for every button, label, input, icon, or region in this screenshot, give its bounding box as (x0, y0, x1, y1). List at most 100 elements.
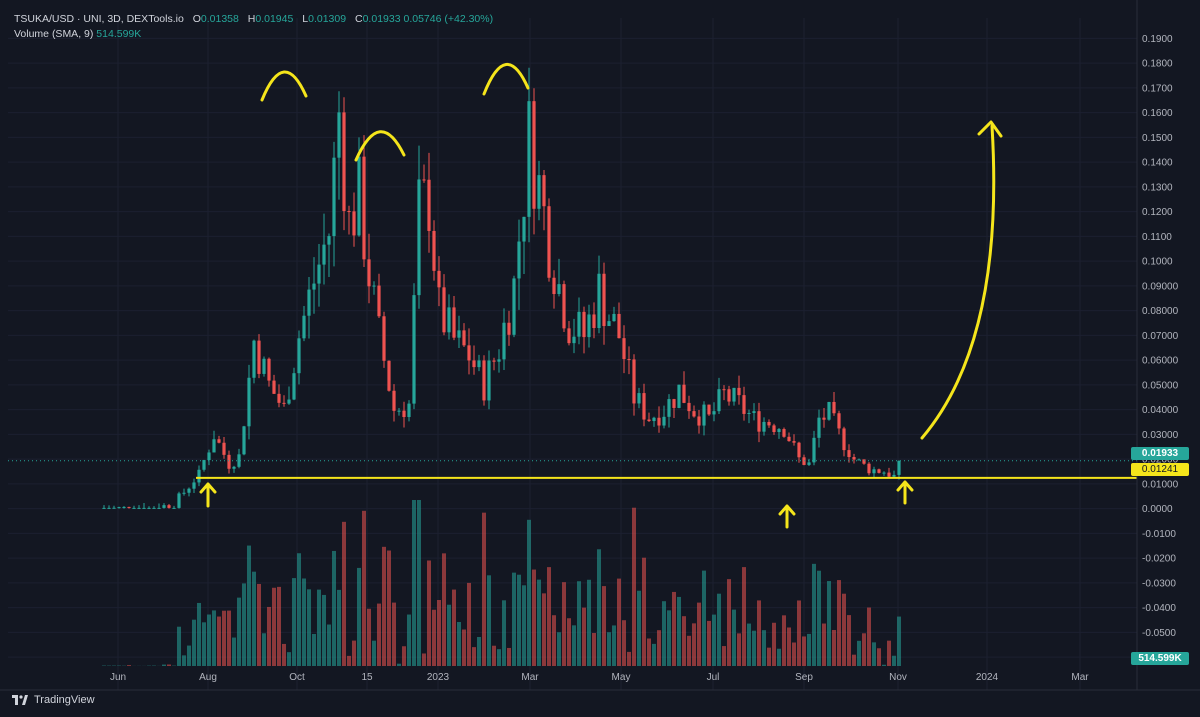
candle-body (732, 387, 736, 402)
candle-body (307, 289, 311, 316)
x-tick-label: 15 (361, 672, 373, 683)
candle-body (492, 360, 496, 362)
candle-body (607, 321, 611, 327)
peak-arc[interactable] (482, 63, 530, 96)
candle-body (267, 358, 271, 381)
candle-body (787, 436, 791, 442)
volume-bar (862, 633, 866, 666)
candle-body (592, 314, 596, 329)
high-value: 0.01945 (255, 13, 294, 25)
volume-bar (742, 567, 746, 666)
volume-bar (727, 579, 731, 666)
volume-bar (652, 643, 656, 666)
candle-body (567, 328, 571, 344)
volume-bar (402, 646, 406, 666)
candle-body (892, 474, 896, 477)
volume-bar (497, 649, 501, 666)
open-label: O (192, 13, 201, 25)
candle-body (167, 505, 171, 508)
price-axis[interactable]: 0.1900 0.1800 0.1700 0.1600 0.1500 0.1400 0.13… (0, 0, 1200, 691)
volume-bar (512, 572, 516, 666)
candle-body (777, 429, 781, 433)
volume-bar (752, 630, 756, 666)
candle-body (577, 311, 581, 337)
candle-body (362, 156, 366, 260)
y-tick-label: 0.05000 (1142, 380, 1179, 391)
volume-bar (657, 630, 661, 666)
volume-bar (872, 642, 876, 666)
candle-body (387, 360, 391, 391)
volume-bar (537, 579, 541, 666)
candle-body (117, 507, 121, 509)
y-tick-label: 0.02000 (1142, 455, 1179, 466)
candle-body (327, 236, 331, 245)
candle-body (722, 389, 726, 391)
volume-bar (282, 643, 286, 666)
candle-body (182, 492, 186, 494)
x-tick-label: May (612, 672, 631, 683)
x-tick-label: Mar (521, 672, 539, 683)
up-arrow-icon[interactable] (778, 504, 796, 529)
volume-bar (162, 664, 166, 666)
x-tick-label: Jul (707, 672, 720, 683)
peak-arc[interactable] (260, 70, 308, 102)
candle-body (627, 359, 631, 361)
candle-body (382, 316, 386, 361)
volume-bar (597, 549, 601, 666)
curved-arrow[interactable] (920, 124, 996, 440)
volume-bar (697, 602, 701, 666)
candle-body (762, 421, 766, 432)
candle-body (272, 380, 276, 394)
volume-bar (527, 519, 531, 666)
candle-body (782, 429, 786, 437)
candle-body (587, 314, 591, 338)
candle-body (317, 264, 321, 284)
candle-body (437, 270, 441, 288)
candle-body (282, 402, 286, 404)
candle-body (197, 469, 201, 483)
volume-indicator-label[interactable]: Volume (SMA, 9) (14, 28, 94, 40)
candle-body (152, 507, 156, 509)
volume-bar (457, 622, 461, 666)
peak-arc[interactable] (354, 130, 406, 162)
tradingview-brand[interactable]: TradingView (12, 694, 95, 706)
up-arrow-icon[interactable] (199, 482, 217, 508)
candle-body (472, 360, 476, 368)
volume-bar (627, 651, 631, 666)
candle-body (287, 399, 291, 404)
candle-body (612, 313, 616, 322)
symbol-title[interactable]: TSUKA/USD · UNI, 3D, DEXTools.io (14, 13, 184, 25)
candle-body (347, 211, 351, 213)
volume-tag: 514.599K (1131, 652, 1189, 665)
volume-bar (332, 550, 336, 666)
y-tick-label: 0.07000 (1142, 331, 1179, 342)
volume-bar (237, 597, 241, 666)
volume-bar (337, 589, 341, 666)
candle-body (687, 402, 691, 412)
candle-body (547, 206, 551, 278)
candle-body (527, 101, 531, 217)
volume-bar (612, 625, 616, 666)
x-tick-label: 2024 (976, 672, 999, 683)
y-tick-label: 0.01000 (1142, 479, 1179, 490)
volume-bar (507, 647, 511, 666)
volume-bar (392, 602, 396, 666)
candle-body (852, 457, 856, 460)
candle-body (717, 389, 721, 412)
x-tick-label: Oct (289, 672, 305, 683)
volume-bar (542, 593, 546, 666)
candle-body (657, 417, 661, 426)
candle-body (647, 419, 651, 422)
candle-body (402, 410, 406, 418)
volume-bar (737, 633, 741, 666)
volume-bar (312, 633, 316, 666)
candle-body (662, 416, 666, 426)
x-tick-label: Sep (795, 672, 813, 683)
y-tick-label: 0.06000 (1142, 356, 1179, 367)
volume-bar (487, 575, 491, 666)
time-axis[interactable]: Jun Aug Oct 15 2023 Mar May Jul Sep Nov 2024 Mar (110, 672, 1089, 683)
up-arrow-icon[interactable] (896, 480, 914, 505)
y-tick-label: 0.03000 (1142, 430, 1179, 441)
candle-body (622, 338, 626, 360)
